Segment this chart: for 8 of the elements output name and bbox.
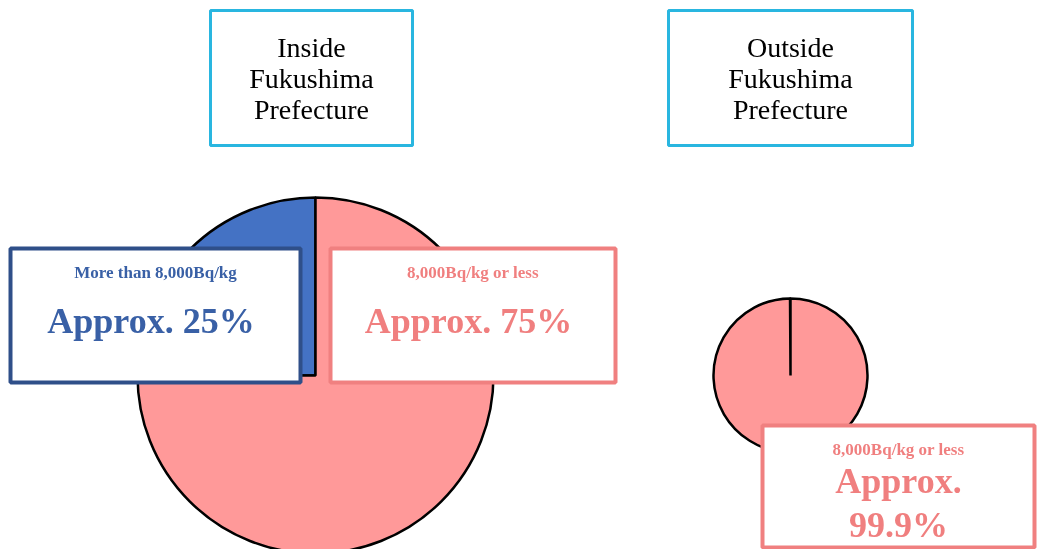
data-label: Approx. 75% bbox=[364, 300, 573, 341]
data-label: Approx. 99.9% bbox=[835, 460, 962, 545]
slice-label: 8,000Bq/kg or less bbox=[832, 440, 965, 459]
slice-label: More than 8,000Bq/kg bbox=[74, 263, 238, 282]
slice-label: 8,000Bq/kg or less bbox=[407, 263, 539, 282]
chart-title: Outside Fukushima Prefecture bbox=[728, 31, 854, 125]
chart-title: Inside Fukushima Prefecture bbox=[249, 31, 375, 125]
data-label: Approx. 25% bbox=[47, 300, 255, 341]
